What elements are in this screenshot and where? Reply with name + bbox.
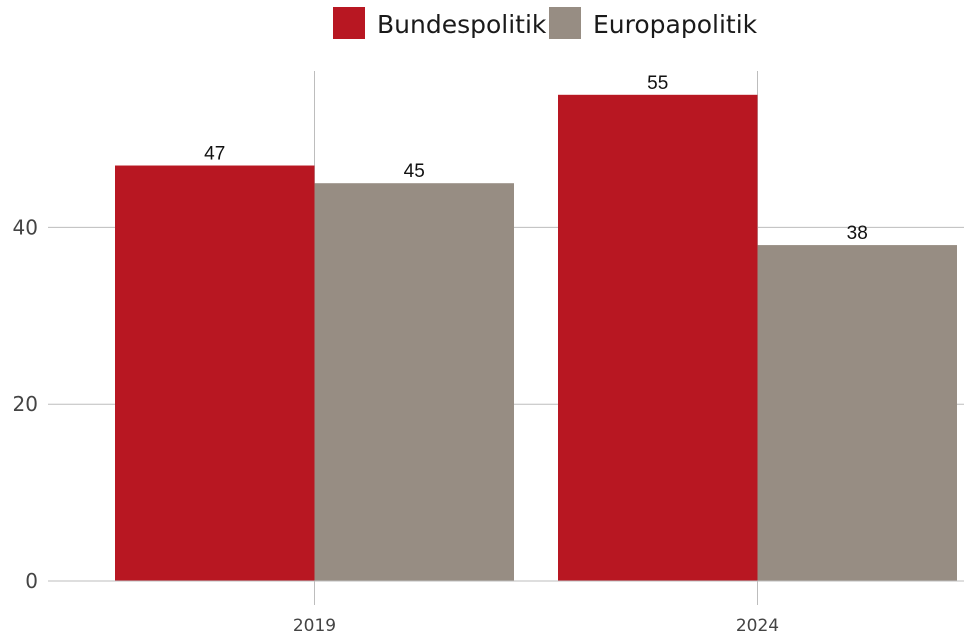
- x-tick-label-2024: 2024: [736, 616, 779, 633]
- data-label-europapolitik-2024: 38: [847, 223, 868, 244]
- x-tick-label-2019: 2019: [293, 616, 336, 633]
- y-axis: 0 20 40: [13, 215, 38, 593]
- y-tick-label-0: 0: [25, 569, 38, 593]
- data-label-bundespolitik-2019: 47: [204, 144, 225, 165]
- data-labels: 47 45 55 38: [204, 73, 868, 244]
- data-label-bundespolitik-2024: 55: [647, 73, 668, 94]
- legend: Bundespolitik Europapolitik: [333, 7, 758, 39]
- bars: [115, 94, 957, 582]
- y-tick-label-40: 40: [13, 215, 38, 239]
- x-axis: 2019 2024: [48, 580, 964, 633]
- legend-swatch-europapolitik: [549, 7, 581, 39]
- bar-europapolitik-2024: [757, 245, 957, 581]
- legend-swatch-bundespolitik: [333, 7, 365, 39]
- bar-bundespolitik-2024: [558, 94, 758, 582]
- legend-label-bundespolitik: Bundespolitik: [377, 10, 547, 39]
- data-label-europapolitik-2019: 45: [404, 161, 425, 182]
- legend-label-europapolitik: Europapolitik: [593, 10, 758, 39]
- bar-europapolitik-2019: [314, 183, 514, 581]
- y-tick-label-20: 20: [13, 392, 38, 416]
- bar-bundespolitik-2019: [115, 165, 315, 581]
